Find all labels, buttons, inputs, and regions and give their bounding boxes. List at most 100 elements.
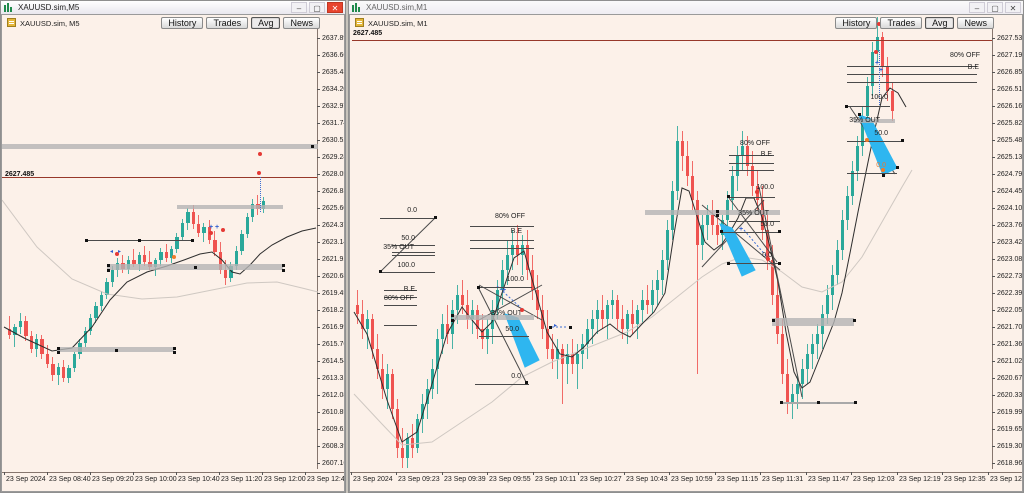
fib-level-line[interactable] bbox=[847, 106, 890, 107]
zone-rectangle[interactable] bbox=[854, 119, 895, 123]
selection-handle[interactable] bbox=[720, 230, 723, 233]
chart-window-m1[interactable]: XAUUSD.sim,M1 – ▢ ✕ XAUUSD.sim, M1 2627.… bbox=[348, 0, 1024, 493]
selection-handle[interactable] bbox=[451, 319, 454, 322]
selection-handle[interactable] bbox=[379, 270, 382, 273]
selection-handle[interactable] bbox=[727, 262, 730, 265]
fib-level-line[interactable] bbox=[475, 384, 529, 385]
selection-handle[interactable] bbox=[882, 174, 885, 177]
trades-button[interactable]: Trades bbox=[206, 17, 249, 29]
selection-handle[interactable] bbox=[817, 401, 820, 404]
selection-handle[interactable] bbox=[434, 216, 437, 219]
selection-handle[interactable] bbox=[194, 266, 197, 269]
selection-handle[interactable] bbox=[311, 145, 314, 148]
maximize-button[interactable]: ▢ bbox=[309, 2, 325, 13]
fib-level-line[interactable] bbox=[729, 155, 774, 156]
avg-button[interactable]: Avg bbox=[925, 17, 955, 29]
selection-handle[interactable] bbox=[780, 401, 783, 404]
fib-level-line[interactable] bbox=[847, 173, 897, 174]
fib-level-line[interactable] bbox=[847, 74, 977, 75]
selection-handle[interactable] bbox=[107, 264, 110, 267]
selection-handle[interactable] bbox=[772, 319, 775, 322]
fib-level-line[interactable] bbox=[729, 197, 775, 198]
fib-level-line[interactable] bbox=[392, 245, 435, 246]
chart-window-m5[interactable]: XAUUSD.sim,M5 – ▢ ✕ XAUUSD.sim, M5 2637.… bbox=[0, 0, 346, 493]
fib-level-line[interactable] bbox=[847, 82, 977, 83]
trades-button[interactable]: Trades bbox=[880, 17, 923, 29]
zone-rectangle[interactable] bbox=[177, 205, 283, 209]
chart-area-m5[interactable]: XAUUSD.sim, M5 2637.8912636.6622635.4332… bbox=[1, 14, 345, 492]
zone-rectangle[interactable] bbox=[452, 315, 534, 320]
selection-handle[interactable] bbox=[778, 262, 781, 265]
selection-handle[interactable] bbox=[191, 239, 194, 242]
fib-level-line[interactable] bbox=[380, 218, 435, 219]
selection-handle[interactable] bbox=[115, 349, 118, 352]
zone-rectangle[interactable] bbox=[645, 210, 780, 215]
fib-level-line[interactable] bbox=[477, 287, 532, 288]
selection-handle[interactable] bbox=[282, 269, 285, 272]
news-button[interactable]: News bbox=[283, 17, 320, 29]
zone-rectangle[interactable] bbox=[772, 318, 854, 326]
chart-area-m1[interactable]: XAUUSD.sim, M1 2627.5392627.1962626.8532… bbox=[349, 14, 1023, 492]
price-tick bbox=[317, 225, 320, 226]
fib-level-line[interactable] bbox=[729, 170, 774, 171]
selection-handle[interactable] bbox=[716, 210, 719, 213]
candlestick bbox=[197, 224, 201, 233]
history-button[interactable]: History bbox=[835, 17, 878, 29]
titlebar[interactable]: XAUUSD.sim,M1 – ▢ ✕ bbox=[349, 1, 1023, 15]
fib-level-line[interactable] bbox=[720, 232, 780, 233]
fib-level-line[interactable] bbox=[729, 221, 780, 222]
chart-layer: 2627.539 2627.196 2626.853 2626.510 2626.167… bbox=[350, 15, 1022, 491]
titlebar[interactable]: XAUUSD.sim,M5 – ▢ ✕ bbox=[1, 1, 345, 15]
selection-handle[interactable] bbox=[569, 326, 572, 329]
selection-handle[interactable] bbox=[727, 195, 730, 198]
selection-handle[interactable] bbox=[138, 239, 141, 242]
selection-handle[interactable] bbox=[173, 347, 176, 350]
fib-level-line[interactable] bbox=[384, 297, 417, 298]
close-button[interactable]: ✕ bbox=[327, 2, 343, 13]
maximize-button[interactable]: ▢ bbox=[987, 2, 1003, 13]
fib-level-line[interactable] bbox=[479, 336, 529, 337]
close-button[interactable]: ✕ bbox=[1005, 2, 1021, 13]
fib-level-line[interactable] bbox=[470, 248, 534, 249]
fib-level-line[interactable] bbox=[392, 255, 435, 256]
selection-handle[interactable] bbox=[57, 351, 60, 354]
fib-level-line[interactable] bbox=[892, 141, 902, 142]
selection-handle[interactable] bbox=[173, 351, 176, 354]
selection-handle[interactable] bbox=[901, 139, 904, 142]
candlestick bbox=[566, 354, 570, 365]
selection-handle[interactable] bbox=[282, 264, 285, 267]
fib-level-line[interactable] bbox=[727, 263, 780, 264]
fib-level-line[interactable] bbox=[384, 305, 417, 306]
selection-handle[interactable] bbox=[858, 113, 861, 116]
price-tick bbox=[992, 225, 995, 226]
selection-handle[interactable] bbox=[57, 347, 60, 350]
minimize-button[interactable]: – bbox=[291, 2, 307, 13]
selection-handle[interactable] bbox=[845, 105, 848, 108]
selection-handle[interactable] bbox=[778, 230, 781, 233]
fib-level-line[interactable] bbox=[847, 66, 977, 67]
history-button[interactable]: History bbox=[161, 17, 204, 29]
selection-handle[interactable] bbox=[85, 239, 88, 242]
selection-handle[interactable] bbox=[525, 381, 528, 384]
price-axis-label: 2622.394 bbox=[997, 290, 1023, 297]
news-button[interactable]: News bbox=[957, 17, 994, 29]
selection-handle[interactable] bbox=[477, 286, 480, 289]
fib-level-line[interactable] bbox=[384, 325, 417, 326]
selection-handle[interactable] bbox=[549, 326, 552, 329]
fib-level-line[interactable] bbox=[470, 226, 534, 227]
fib-level-line[interactable] bbox=[847, 141, 892, 142]
selection-handle[interactable] bbox=[451, 314, 454, 317]
fib-level-line[interactable] bbox=[729, 163, 774, 164]
fib-level-line[interactable] bbox=[470, 240, 534, 241]
fib-level-line[interactable] bbox=[380, 272, 435, 273]
selection-handle[interactable] bbox=[853, 319, 856, 322]
avg-button[interactable]: Avg bbox=[251, 17, 281, 29]
zone-rectangle[interactable] bbox=[2, 144, 318, 149]
minimize-button[interactable]: – bbox=[969, 2, 985, 13]
selection-handle[interactable] bbox=[716, 214, 719, 217]
selection-handle[interactable] bbox=[107, 269, 110, 272]
fib-level-line[interactable] bbox=[384, 290, 417, 291]
selection-handle[interactable] bbox=[854, 401, 857, 404]
fib-level-line[interactable] bbox=[392, 252, 435, 253]
selection-handle[interactable] bbox=[896, 166, 899, 169]
